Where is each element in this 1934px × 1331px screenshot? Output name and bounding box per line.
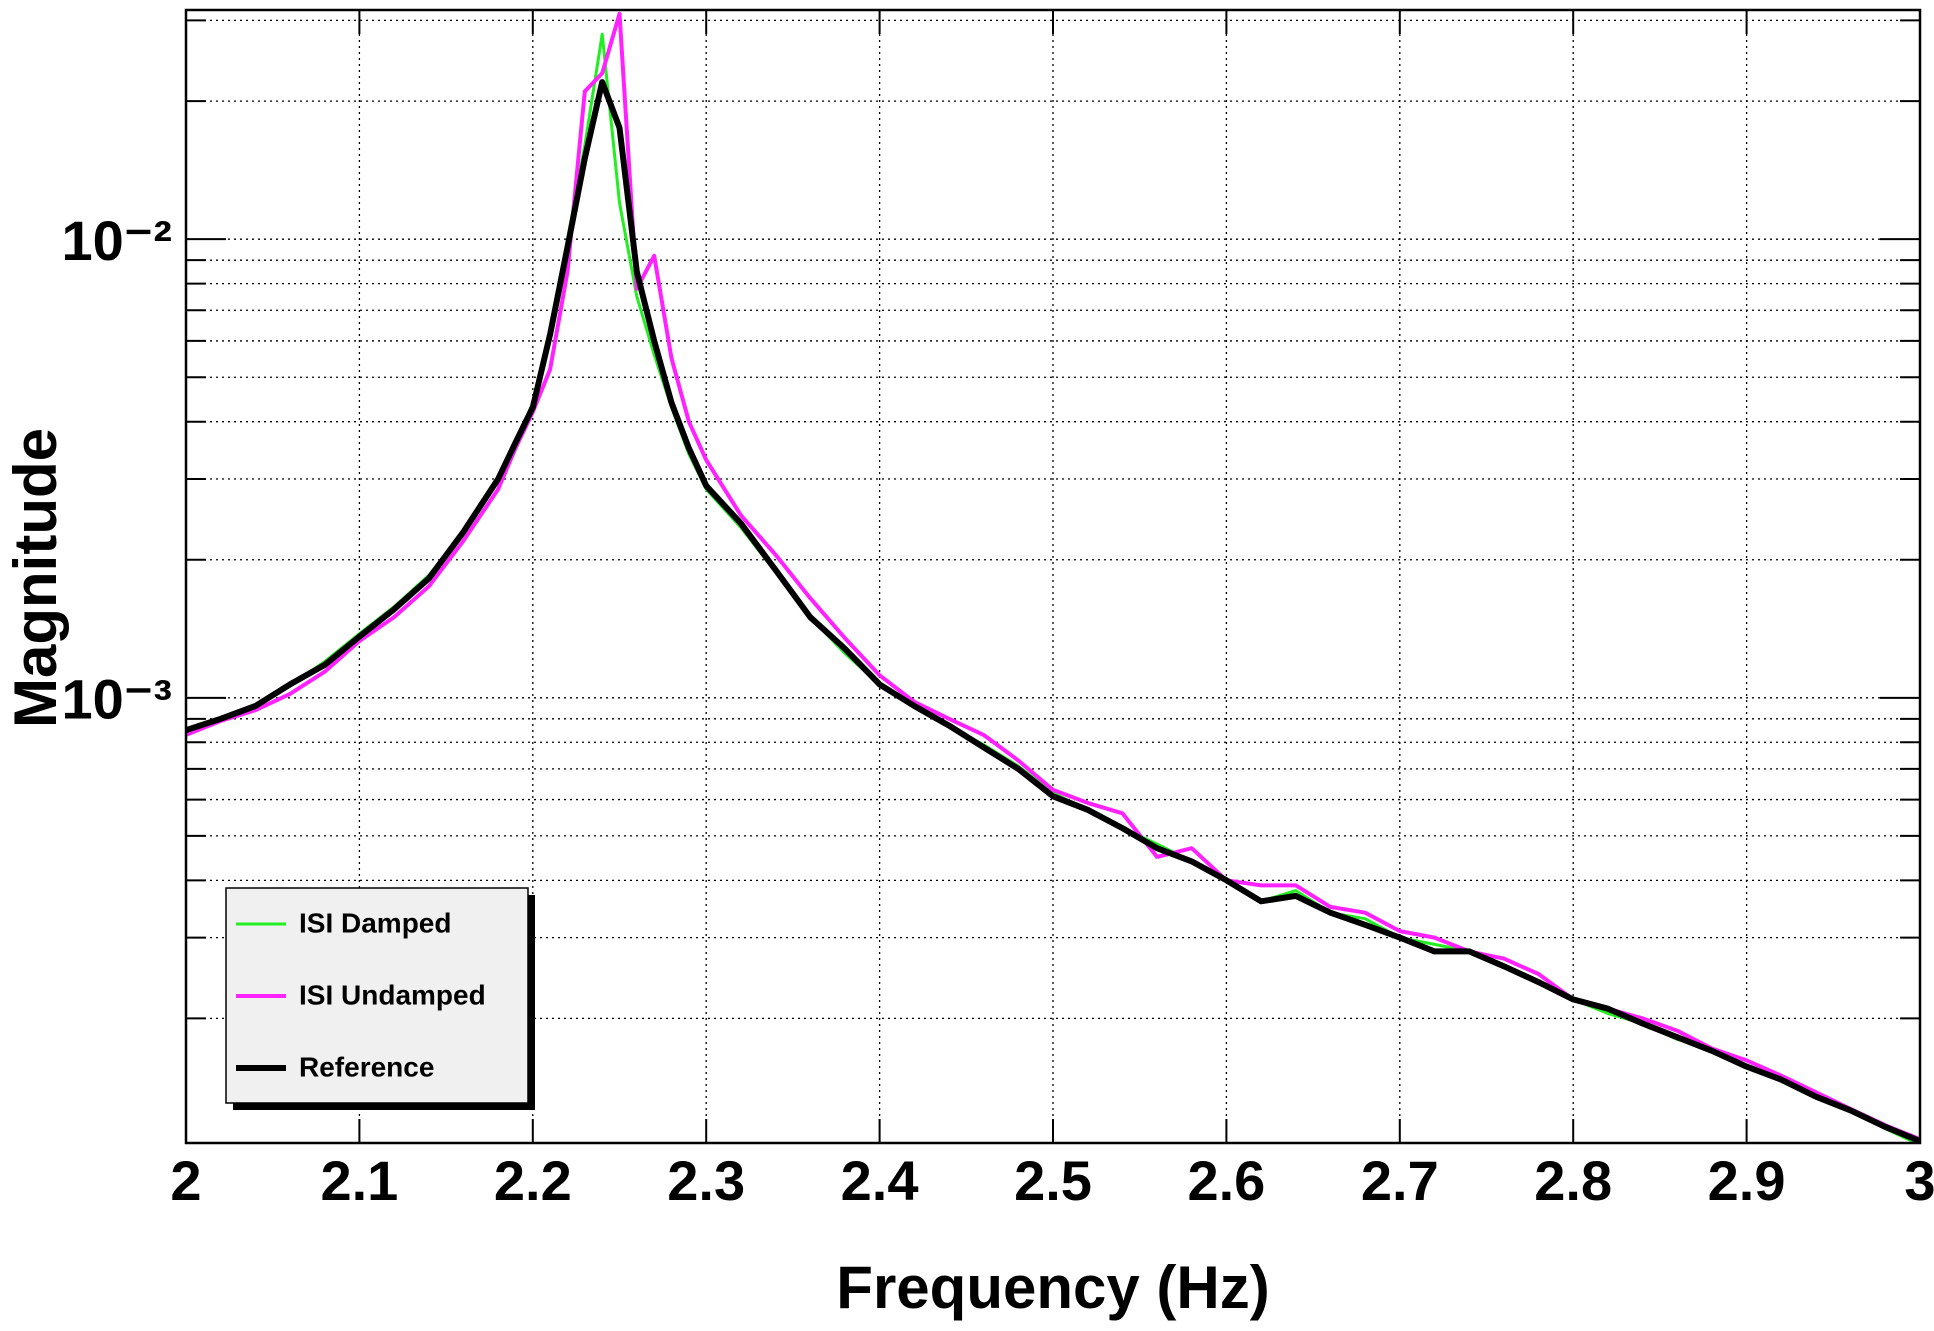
x-tick-label: 2.7 (1361, 1149, 1439, 1212)
x-tick-label: 2.6 (1187, 1149, 1265, 1212)
x-tick-label: 2.9 (1708, 1149, 1786, 1212)
legend-label: ISI Undamped (299, 979, 486, 1010)
x-axis-title: Frequency (Hz) (836, 1254, 1269, 1321)
y-tick-label: 10⁻² (62, 209, 173, 272)
x-tick-label: 2.4 (841, 1149, 919, 1212)
plot-frame (184, 8, 1922, 1145)
x-tick-label: 3 (1904, 1149, 1934, 1212)
x-tick-label: 2.3 (667, 1149, 745, 1212)
x-tick-label: 2.2 (494, 1149, 572, 1212)
x-tick-label: 2.5 (1014, 1149, 1092, 1212)
y-tick-label: 10⁻³ (62, 668, 173, 731)
y-axis-title: Magnitude (2, 428, 69, 728)
x-tick-label: 2.8 (1534, 1149, 1612, 1212)
x-tick-label: 2 (170, 1149, 201, 1212)
x-tick-label: 2.1 (320, 1149, 398, 1212)
series-line (186, 79, 1920, 1143)
legend-label: ISI Damped (299, 907, 451, 938)
legend-label: Reference (299, 1051, 434, 1082)
